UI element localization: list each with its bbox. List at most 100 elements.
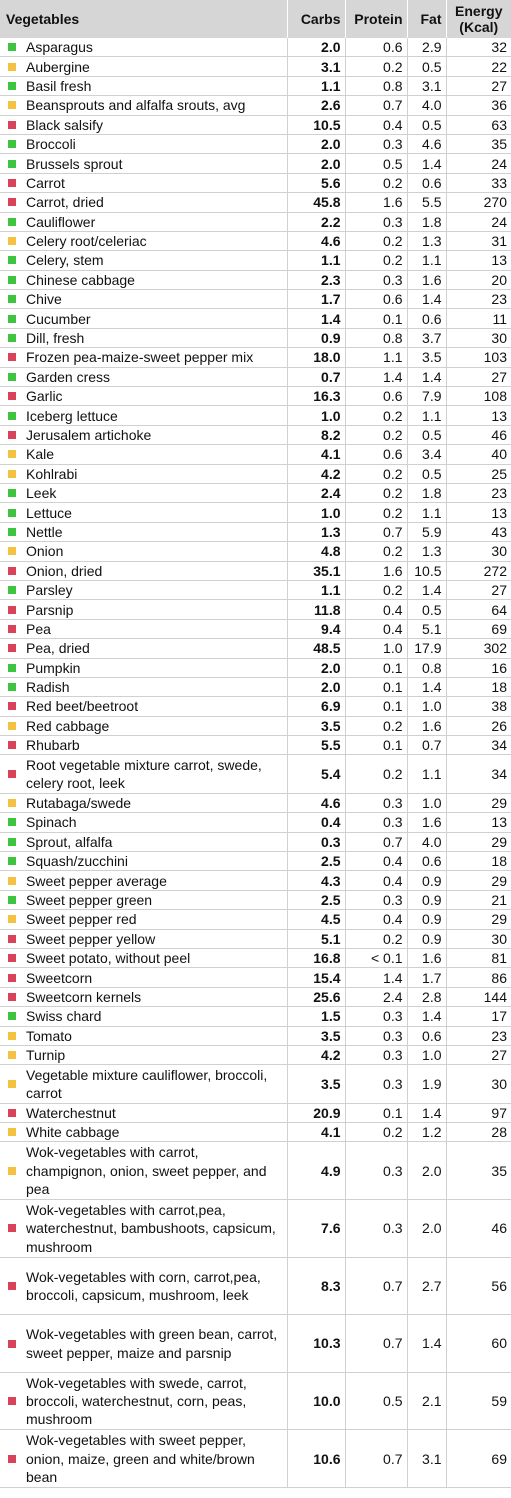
protein-cell: 0.2 (345, 929, 408, 949)
vegetable-name-cell: Sweetcorn (0, 967, 288, 988)
vegetable-name-cell: Nettle (0, 522, 288, 543)
vegetable-name: Leek (26, 485, 57, 502)
table-row: Sweet pepper yellow 5.1 0.2 0.9 30 (0, 929, 511, 949)
protein-cell: 0.3 (345, 1199, 408, 1258)
vegetable-name-cell: Frozen pea-maize-sweet pepper mix (0, 347, 288, 368)
yellow-square-icon (8, 721, 16, 730)
fat-cell: 0.5 (407, 599, 447, 620)
fat-cell: 10.5 (407, 561, 447, 581)
carbs-cell: 3.5 (287, 1064, 346, 1104)
table-row: Radish 2.0 0.1 1.4 18 (0, 677, 511, 698)
fat-cell: 0.5 (407, 56, 447, 77)
table-row: Spinach 0.4 0.3 1.6 13 (0, 812, 511, 833)
fat-cell: 1.4 (407, 1314, 447, 1373)
vegetable-name: Garlic (26, 388, 63, 405)
protein-cell: 0.2 (345, 425, 408, 446)
protein-cell: 1.1 (345, 347, 408, 368)
green-square-icon (8, 159, 16, 168)
vegetable-name-cell: Chinese cabbage (0, 270, 288, 291)
vegetable-name: Vegetable mixture cauliflower, broccoli,… (26, 1066, 268, 1101)
vegetable-name-cell: Sweet pepper green (0, 890, 288, 911)
energy-cell: 24 (446, 153, 511, 174)
energy-cell: 13 (446, 502, 511, 523)
vegetable-name: Chinese cabbage (26, 271, 135, 288)
vegetable-name: Wok-vegetables with corn, carrot,pea, br… (26, 1268, 261, 1303)
vegetable-name-cell: Root vegetable mixture carrot, swede, ce… (0, 754, 288, 794)
vegetable-name-cell: Carrot (0, 173, 288, 194)
fat-cell: 0.6 (407, 173, 447, 194)
fat-cell: 0.5 (407, 425, 447, 446)
energy-cell: 81 (446, 948, 511, 969)
protein-cell: 0.8 (345, 76, 408, 97)
green-square-icon (8, 508, 16, 517)
energy-cell: 27 (446, 1045, 511, 1066)
green-square-icon (8, 586, 16, 595)
energy-cell: 43 (446, 522, 511, 543)
red-square-icon (8, 973, 16, 982)
carbs-cell: 1.3 (287, 522, 346, 543)
table-row: Celery root/celeriac 4.6 0.2 1.3 31 (0, 231, 511, 252)
table-row: Sweetcorn kernels 25.6 2.4 2.8 144 (0, 987, 511, 1008)
yellow-square-icon (8, 101, 16, 110)
vegetable-name: Kohlrabi (26, 465, 78, 482)
protein-cell: 0.4 (345, 909, 408, 930)
protein-cell: 0.1 (345, 308, 408, 329)
table-row: Tomato 3.5 0.3 0.6 23 (0, 1026, 511, 1046)
protein-cell: 0.3 (345, 270, 408, 291)
carbs-cell: 0.7 (287, 367, 346, 388)
green-square-icon (8, 81, 16, 90)
yellow-square-icon (8, 1166, 16, 1175)
vegetable-name-cell: Turnip (0, 1045, 288, 1066)
fat-cell: 1.4 (407, 1006, 447, 1027)
vegetable-name-cell: Kohlrabi (0, 464, 288, 484)
green-square-icon (8, 140, 16, 149)
energy-cell: 69 (446, 619, 511, 640)
protein-cell: 2.4 (345, 987, 408, 1008)
yellow-square-icon (8, 547, 16, 556)
table-row: Carrot 5.6 0.2 0.6 33 (0, 173, 511, 194)
vegetable-name-cell: Carrot, dried (0, 192, 288, 213)
vegetable-name-cell: Vegetable mixture cauliflower, broccoli,… (0, 1064, 288, 1104)
energy-cell: 144 (446, 987, 511, 1008)
vegetable-name-cell: Leek (0, 483, 288, 504)
vegetable-name: Sweetcorn (26, 969, 93, 986)
vegetable-name: Root vegetable mixture carrot, swede, ce… (26, 756, 262, 792)
protein-cell: 0.3 (345, 1026, 408, 1046)
table-row: Wok-vegetables with carrot,pea, waterche… (0, 1199, 511, 1258)
vegetable-name-cell: Pea (0, 619, 288, 640)
protein-cell: 0.6 (345, 38, 408, 58)
yellow-square-icon (8, 1031, 16, 1040)
fat-cell: 1.4 (407, 580, 447, 601)
table-row: Chinese cabbage 2.3 0.3 1.6 20 (0, 270, 511, 291)
green-square-icon (8, 372, 16, 381)
table-row: Root vegetable mixture carrot, swede, ce… (0, 754, 511, 794)
table-row: Iceberg lettuce 1.0 0.2 1.1 13 (0, 405, 511, 426)
energy-cell: 56 (446, 1257, 511, 1316)
header-energy-line1: Energy (455, 3, 503, 19)
vegetable-name: White cabbage (26, 1124, 120, 1141)
carbs-cell: 48.5 (287, 638, 346, 659)
table-row: Kale 4.1 0.6 3.4 40 (0, 444, 511, 465)
vegetable-name-cell: Iceberg lettuce (0, 405, 288, 426)
vegetable-name-cell: Pea, dried (0, 638, 288, 659)
green-square-icon (8, 837, 16, 846)
protein-cell: 0.2 (345, 502, 408, 523)
red-square-icon (8, 1454, 16, 1463)
vegetable-name: Parsnip (26, 601, 74, 618)
vegetable-name-cell: Sweet pepper average (0, 870, 288, 891)
energy-cell: 46 (446, 425, 511, 446)
protein-cell: 0.3 (345, 1045, 408, 1066)
table-row: Dill, fresh 0.9 0.8 3.7 30 (0, 328, 511, 349)
table-row: Squash/zucchini 2.5 0.4 0.6 18 (0, 851, 511, 872)
red-square-icon (8, 1281, 16, 1290)
fat-cell: 1.4 (407, 289, 447, 310)
table-row: Beansprouts and alfalfa srouts, avg 2.6 0.… (0, 95, 511, 116)
red-square-icon (8, 392, 16, 401)
vegetable-name-cell: Onion (0, 541, 288, 562)
fat-cell: 1.1 (407, 502, 447, 523)
yellow-square-icon (8, 915, 16, 924)
carbs-cell: 4.5 (287, 909, 346, 930)
carbs-cell: 1.1 (287, 76, 346, 97)
vegetable-name: Sweet pepper green (26, 891, 153, 908)
red-square-icon (8, 1339, 16, 1348)
